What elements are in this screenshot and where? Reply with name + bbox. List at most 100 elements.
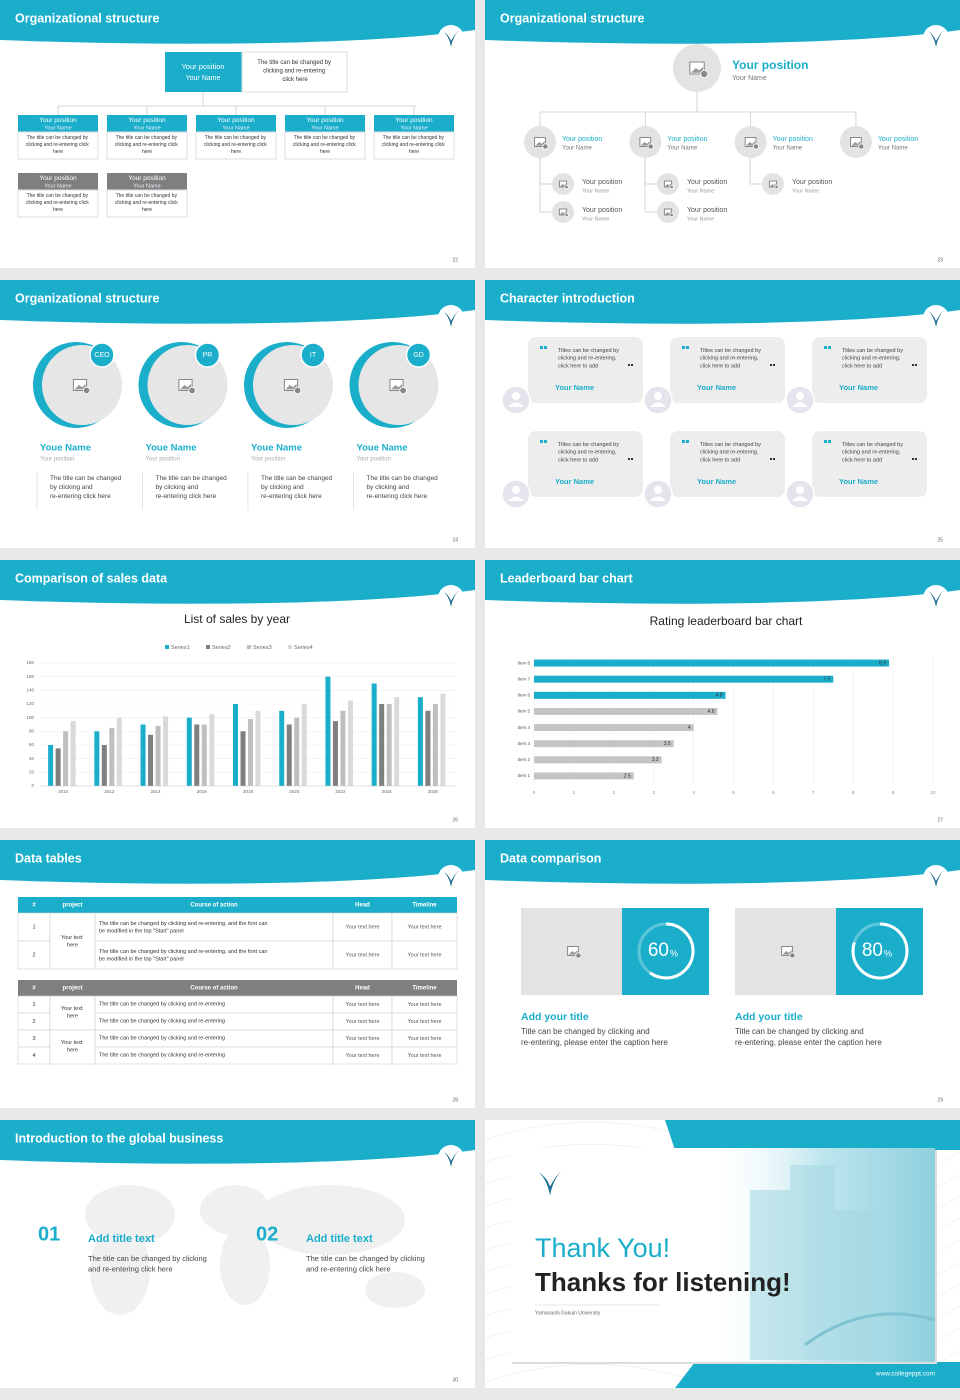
tag-badge <box>194 342 221 368</box>
stat-box <box>836 908 923 995</box>
ring-progress <box>637 922 695 980</box>
category-label: Item 2 <box>517 757 530 762</box>
chart-title: Rating leaderboard bar chart <box>650 614 803 628</box>
position: Your position <box>39 117 77 124</box>
table-header-cell: Head <box>355 986 370 992</box>
row-number: 2 <box>32 1019 35 1025</box>
name: Your Name <box>222 125 249 131</box>
row-number: 2 <box>32 952 35 958</box>
name: Your Name <box>687 216 714 222</box>
x-tick-label: 2 <box>613 790 616 795</box>
percent-unit: % <box>670 948 678 958</box>
logo <box>443 1149 460 1167</box>
position-header <box>374 115 454 132</box>
item-number: 01 <box>38 1223 60 1245</box>
building <box>750 1190 790 1360</box>
head-cell: Your text here <box>345 924 379 930</box>
y-tick-label: 0 <box>31 783 34 788</box>
logo-bg <box>438 1145 464 1171</box>
x-tick-label: 3 <box>652 790 655 795</box>
image-icon <box>293 386 302 395</box>
head-cell: Your text here <box>345 1019 379 1025</box>
tag: IT <box>310 352 317 359</box>
quote-mark <box>628 458 633 460</box>
name: Your Name <box>44 125 71 131</box>
position-header <box>107 115 187 132</box>
legend-label: Series1 <box>171 645 190 651</box>
timeline-cell: Your text here <box>407 1002 441 1008</box>
image-icon <box>558 180 568 188</box>
position-desc-box <box>373 131 455 160</box>
quote-mark <box>770 458 775 460</box>
website: www.collegeppt.com <box>875 1371 935 1378</box>
description: The title can be changed by clicking and… <box>115 193 179 213</box>
bar <box>240 731 246 786</box>
image-icon <box>752 143 760 150</box>
accent-top <box>665 1120 960 1150</box>
logo-bg <box>923 25 949 51</box>
slide: Introduction to the global business 30 01 A… <box>0 1120 475 1388</box>
image-icon <box>789 952 796 959</box>
x-tick-label: 2018 <box>243 789 254 794</box>
bar <box>155 725 161 786</box>
header-band <box>485 840 960 884</box>
item-desc: Title can be changed by clicking and re-… <box>735 1027 882 1047</box>
value-label: 4.8 <box>716 693 723 699</box>
position: Your position <box>687 207 727 214</box>
name: Your Name <box>792 188 819 194</box>
image-icon <box>744 137 757 147</box>
bridge-arch <box>804 1312 936 1347</box>
header-band <box>485 280 960 324</box>
bar <box>417 697 423 786</box>
quote-card <box>670 431 785 497</box>
quote: Titles can be changed by clicking and re… <box>842 348 904 369</box>
quote-card <box>528 431 643 497</box>
position-desc-box <box>284 131 366 160</box>
page-number: 30 <box>452 1377 458 1383</box>
value-label: 4 <box>688 725 691 731</box>
school-name: Yamanashi Gakuin University <box>535 1310 601 1316</box>
tag-badge <box>300 342 326 368</box>
legend-swatch <box>165 645 169 649</box>
position-header <box>196 115 276 132</box>
quote-mark <box>824 440 831 443</box>
map-shape <box>90 1225 150 1315</box>
bar <box>209 714 215 786</box>
image-icon <box>850 137 862 147</box>
legend-swatch <box>247 645 251 649</box>
image-icon <box>663 180 673 188</box>
legend-label: Series2 <box>212 645 231 651</box>
item-desc: The title can be changed by clicking and… <box>88 1254 209 1274</box>
row-number: 3 <box>32 1036 35 1042</box>
bar <box>440 693 446 786</box>
name: Your Name <box>667 146 697 152</box>
head-cell: Your text here <box>345 1053 379 1059</box>
position: Your position <box>39 175 77 182</box>
action-cell: The title can be changed by clicking and… <box>99 1019 225 1025</box>
thanks-subtitle: Thanks for listening! <box>535 1267 791 1297</box>
position: Your position <box>395 117 433 124</box>
image-icon <box>542 143 549 150</box>
table-cell <box>391 1046 458 1065</box>
image-icon <box>283 379 299 391</box>
bar <box>63 731 69 786</box>
name: Your Name <box>133 125 160 131</box>
position: Your position <box>732 58 808 72</box>
image-icon <box>82 386 91 395</box>
bar <box>534 724 694 732</box>
name: Your Name <box>555 477 594 486</box>
project-cell: Your text here <box>61 935 84 949</box>
top-position <box>165 52 242 92</box>
slide: Data comparison 29 60 % Add your title Title … <box>485 840 960 1108</box>
tag-badge <box>89 342 115 368</box>
quote-card <box>670 337 785 403</box>
description: The title can be changed by clicking and… <box>257 60 332 83</box>
bar <box>534 756 662 764</box>
value-label: 2.5 <box>624 773 631 779</box>
avatar-head <box>654 392 662 400</box>
position: Your position <box>878 136 918 143</box>
category-label: Item 1 <box>517 773 530 778</box>
image-icon <box>781 946 793 956</box>
legend-label: Series3 <box>253 645 272 651</box>
page-number: 26 <box>452 817 458 823</box>
